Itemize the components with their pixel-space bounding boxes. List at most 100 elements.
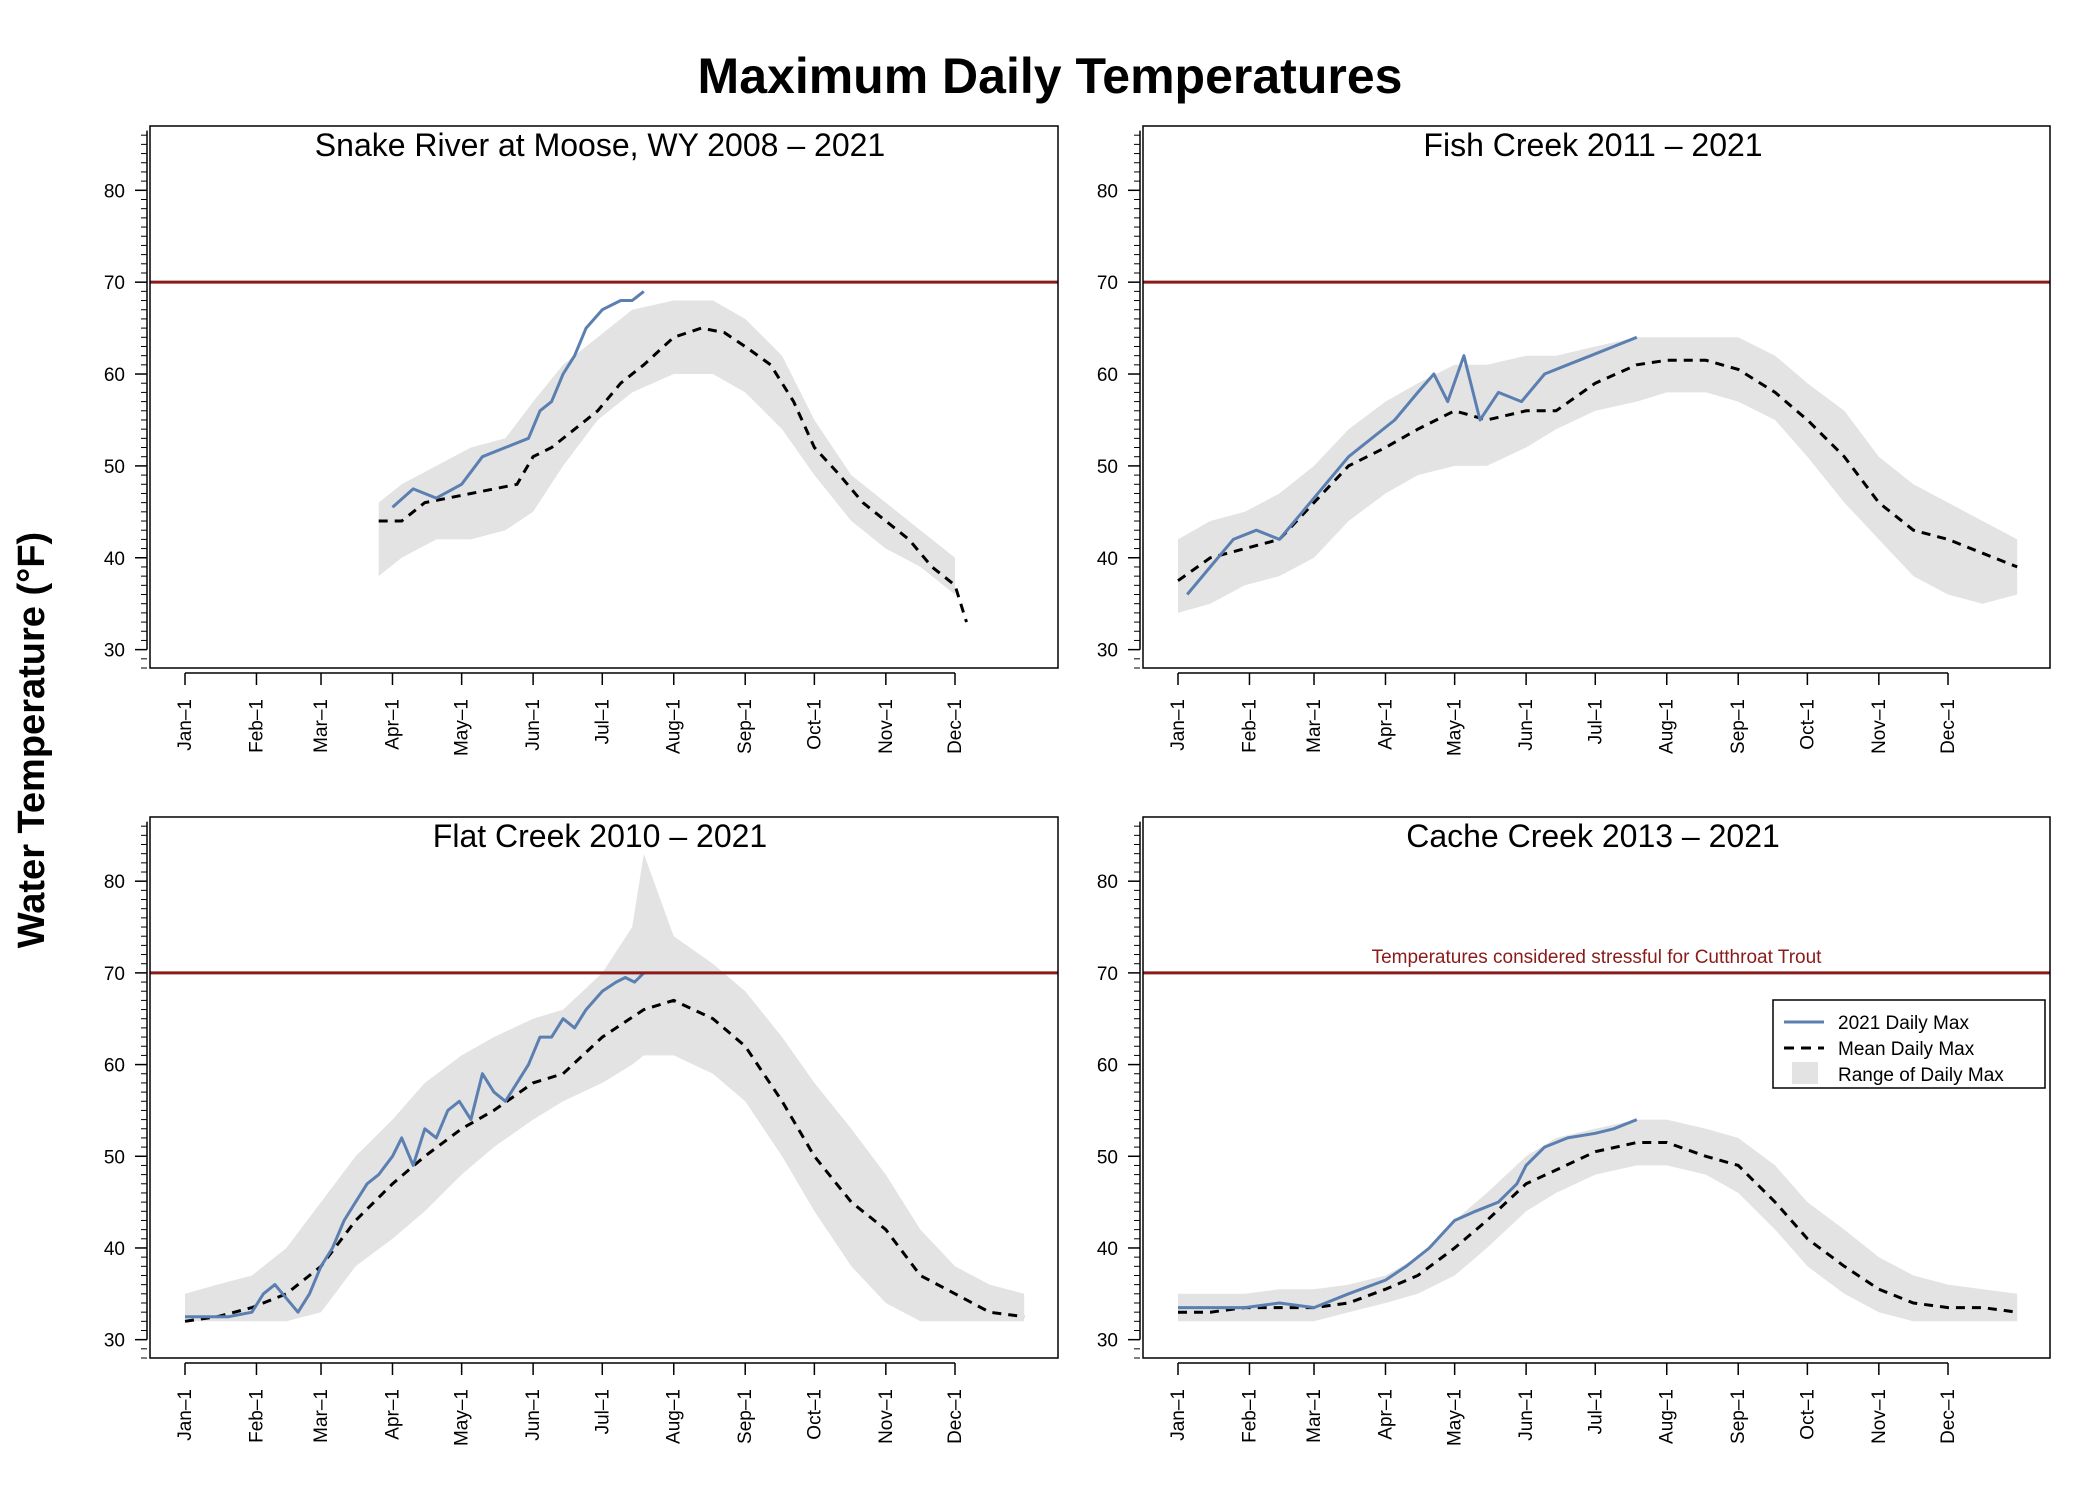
x-tick-label: Apr–1 bbox=[382, 1389, 403, 1440]
y-tick-label: 80 bbox=[104, 181, 125, 202]
legend-box bbox=[1772, 999, 2046, 1089]
range-band-layer bbox=[1178, 1119, 2018, 1322]
legend-label-observed: 2021 Daily Max bbox=[1838, 1013, 1969, 1034]
x-axis: Jan–1 Feb–1 Mar–1 Apr–1 May–1 Jun–1 Jul–1 Aug–1… bbox=[1168, 672, 1959, 756]
observed-2021-line bbox=[1178, 1118, 1638, 1310]
x-tick-label: Dec–1 bbox=[1938, 699, 1959, 754]
y-tick-label: 80 bbox=[1097, 181, 1118, 202]
y-tick-label: 40 bbox=[104, 1239, 125, 1260]
legend: 2021 Daily Max Mean Daily Max Range of D… bbox=[1772, 999, 2046, 1089]
x-tick-label: Sep–1 bbox=[735, 699, 756, 754]
range-band bbox=[185, 853, 1025, 1322]
y-tick-label: 30 bbox=[104, 641, 125, 662]
x-tick-label: Oct–1 bbox=[804, 699, 825, 750]
range-band-layer bbox=[1178, 337, 2018, 613]
observed-line-layer bbox=[1186, 335, 1638, 596]
x-tick-label: Apr–1 bbox=[1375, 699, 1396, 750]
plot-frame bbox=[1142, 125, 2051, 669]
y-axis-label: Water Temperature (°F) bbox=[11, 532, 53, 948]
y-tick-label: 30 bbox=[1097, 1331, 1118, 1352]
x-tick-label: Sep–1 bbox=[1728, 699, 1749, 754]
range-band bbox=[1178, 337, 2018, 613]
y-tick-label: 70 bbox=[104, 964, 125, 985]
y-tick-label: 30 bbox=[1097, 641, 1118, 662]
observed-line-layer bbox=[1178, 1118, 1638, 1310]
range-band bbox=[378, 300, 955, 595]
x-axis: Jan–1 Feb–1 Mar–1 Apr–1 May–1 Jun–1 Jul–1 Aug–1… bbox=[1168, 1362, 1959, 1446]
range-band-layer bbox=[378, 300, 955, 595]
range-band-layer bbox=[185, 853, 1025, 1322]
y-axis: 30 40 50 60 70 80 bbox=[104, 821, 148, 1359]
mean-line-layer bbox=[378, 326, 968, 623]
x-tick-label: Feb–1 bbox=[246, 699, 267, 753]
panel-title: Snake River at Moose, WY 2008 – 2021 bbox=[315, 127, 885, 163]
observed-2021-line bbox=[1186, 335, 1638, 596]
x-tick-label: Oct–1 bbox=[1797, 699, 1818, 750]
x-tick-label: Oct–1 bbox=[804, 1389, 825, 1440]
figure-title: Maximum Daily Temperatures bbox=[698, 48, 1403, 104]
observed-line-layer bbox=[185, 971, 645, 1319]
x-tick-label: Sep–1 bbox=[735, 1389, 756, 1444]
x-tick-label: Jul–1 bbox=[1585, 1389, 1606, 1434]
y-axis: 30 40 50 60 70 80 bbox=[1097, 821, 1141, 1359]
x-tick-label: Jul–1 bbox=[1585, 699, 1606, 744]
x-tick-label: Aug–1 bbox=[664, 699, 685, 754]
x-tick-label: Jan–1 bbox=[1168, 1389, 1189, 1441]
x-tick-label: Sep–1 bbox=[1728, 1389, 1749, 1444]
observed-2021-line bbox=[391, 290, 645, 509]
x-tick-label: Apr–1 bbox=[1375, 1389, 1396, 1440]
x-tick-label: Jan–1 bbox=[1168, 699, 1189, 751]
plot-frame bbox=[149, 816, 1059, 1359]
x-tick-label: Dec–1 bbox=[1938, 1389, 1959, 1444]
y-tick-label: 70 bbox=[1097, 964, 1118, 985]
y-tick-label: 40 bbox=[1097, 1239, 1118, 1260]
y-tick-label: 60 bbox=[1097, 365, 1118, 386]
panel-title: Cache Creek 2013 – 2021 bbox=[1406, 818, 1780, 854]
x-tick-label: Jun–1 bbox=[1516, 1389, 1537, 1441]
y-tick-label: 60 bbox=[1097, 1056, 1118, 1077]
x-tick-label: Nov–1 bbox=[1869, 1389, 1890, 1444]
mean-daily-max-line bbox=[1177, 358, 2018, 582]
panel-title: Flat Creek 2010 – 2021 bbox=[433, 818, 767, 854]
legend-label-range: Range of Daily Max bbox=[1838, 1065, 2004, 1086]
x-tick-label: Jun–1 bbox=[1516, 699, 1537, 751]
x-tick-label: Jan–1 bbox=[175, 1389, 196, 1441]
x-tick-label: Dec–1 bbox=[945, 699, 966, 754]
y-tick-label: 40 bbox=[104, 549, 125, 570]
x-tick-label: Mar–1 bbox=[1304, 699, 1325, 753]
x-tick-label: Aug–1 bbox=[1657, 1389, 1678, 1444]
x-tick-label: Feb–1 bbox=[1239, 699, 1260, 753]
x-tick-label: Nov–1 bbox=[1869, 699, 1890, 754]
x-axis: Jan–1 Feb–1 Mar–1 Apr–1 May–1 Jun–1 Jul–1 Aug–1… bbox=[175, 672, 966, 756]
x-tick-label: May–1 bbox=[452, 1389, 473, 1446]
y-tick-label: 50 bbox=[104, 457, 125, 478]
plot-frame bbox=[149, 125, 1059, 669]
y-tick-label: 30 bbox=[104, 1331, 125, 1352]
observed-2021-line bbox=[185, 971, 645, 1319]
panel-cache-creek: 30 40 50 60 70 80 Jan–1 Feb–1 Mar–1 Apr–1 May–1 Ju… bbox=[1097, 816, 2051, 1446]
y-axis: 30 40 50 60 70 80 bbox=[1097, 130, 1141, 669]
x-tick-label: Oct–1 bbox=[1797, 1389, 1818, 1440]
y-tick-label: 50 bbox=[1097, 1147, 1118, 1168]
y-axis: 30 40 50 60 70 80 bbox=[104, 130, 148, 669]
mean-daily-max-line bbox=[378, 326, 968, 623]
legend-label-mean: Mean Daily Max bbox=[1838, 1039, 1975, 1060]
x-tick-label: Mar–1 bbox=[1304, 1389, 1325, 1443]
panel-flat-creek: 30 40 50 60 70 80 Jan–1 Feb–1 Mar–1 Apr–1 May–1 Ju… bbox=[104, 816, 1059, 1446]
x-tick-label: Jun–1 bbox=[523, 699, 544, 751]
legend-swatch-range bbox=[1792, 1062, 1818, 1084]
x-tick-label: Jan–1 bbox=[175, 699, 196, 751]
mean-line-layer bbox=[1177, 358, 2018, 582]
x-tick-label: May–1 bbox=[1445, 699, 1466, 756]
x-tick-label: Feb–1 bbox=[246, 1389, 267, 1443]
x-tick-label: Mar–1 bbox=[311, 699, 332, 753]
x-tick-label: Aug–1 bbox=[664, 1389, 685, 1444]
plot-frame bbox=[1142, 816, 2051, 1359]
x-tick-label: Apr–1 bbox=[382, 699, 403, 750]
observed-line-layer bbox=[391, 290, 645, 509]
threshold-label: Temperatures considered stressful for Cu… bbox=[1372, 947, 1823, 968]
range-band bbox=[1178, 1119, 2018, 1322]
x-tick-label: Nov–1 bbox=[876, 699, 897, 754]
y-tick-label: 40 bbox=[1097, 549, 1118, 570]
